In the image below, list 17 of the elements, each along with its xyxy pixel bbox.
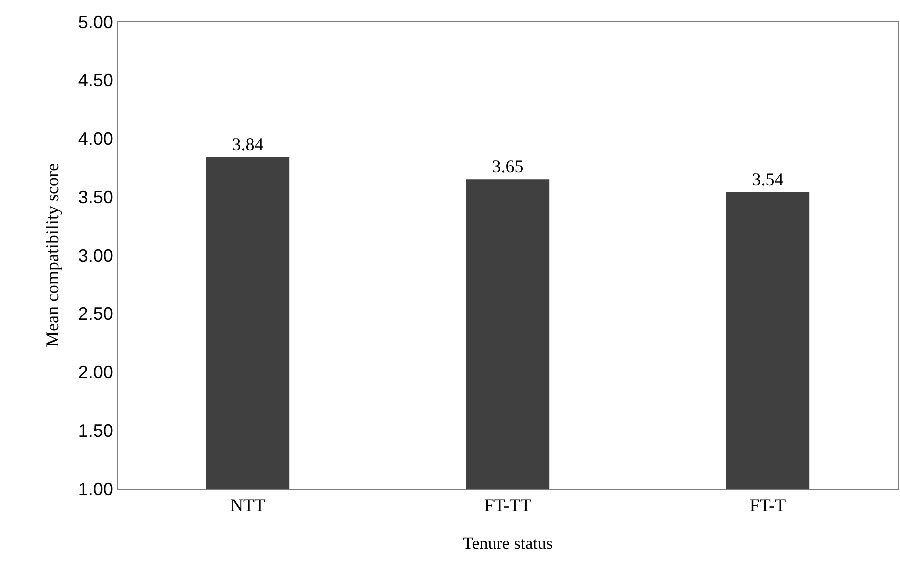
x-tick-label: FT-T	[750, 496, 786, 516]
y-tick-label: 3.00	[78, 246, 114, 266]
data-label: 3.65	[492, 156, 524, 177]
x-tick-label: NTT	[230, 496, 266, 516]
data-label: 3.54	[752, 169, 784, 190]
y-tick-label: 2.50	[78, 304, 114, 324]
y-tick-label: 3.50	[78, 187, 114, 208]
x-tick-label: FT-TT	[484, 496, 532, 516]
y-tick-label: 4.00	[78, 129, 114, 150]
y-tick-label: 1.00	[78, 479, 114, 500]
y-tick-label: 1.50	[78, 420, 114, 441]
y-axis-title: Mean compatibility score	[42, 164, 63, 348]
x-axis-title: Tenure status	[463, 534, 553, 553]
y-tick-label: 2.00	[78, 362, 114, 383]
y-tick-label: 5.00	[78, 12, 114, 32]
data-label: 3.84	[232, 134, 264, 154]
y-tick-label: 4.50	[78, 70, 114, 91]
